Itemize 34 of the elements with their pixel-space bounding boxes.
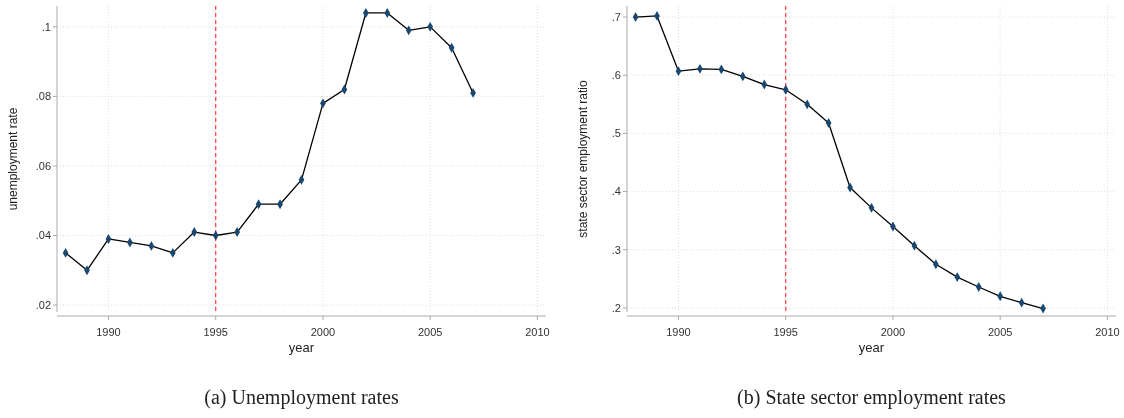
- point: [975, 282, 982, 292]
- x-axis-title: year: [858, 340, 885, 355]
- y-tick-label: .02: [35, 298, 51, 311]
- y-tick-label: .04: [35, 229, 51, 242]
- x-tick-label: 1990: [666, 325, 691, 338]
- y-tick-label: .4: [611, 185, 621, 198]
- point: [825, 118, 832, 128]
- x-tick-label: 1990: [96, 325, 121, 338]
- y-tick-label: .08: [35, 90, 51, 103]
- x-tick-label: 1995: [773, 325, 798, 338]
- point: [384, 8, 391, 18]
- y-tick-label: .3: [611, 243, 621, 256]
- x-tick-label: 2000: [310, 325, 336, 338]
- y-tick-label: .7: [611, 10, 621, 23]
- point: [632, 12, 639, 22]
- point: [148, 241, 155, 251]
- point: [105, 234, 112, 244]
- x-axis-title: year: [288, 340, 315, 355]
- x-tick-label: 2000: [880, 325, 906, 338]
- x-tick-label: 2005: [417, 325, 443, 338]
- y-axis-title: unemployment rate: [6, 107, 20, 211]
- y-tick-label: .2: [611, 301, 621, 314]
- point: [191, 227, 198, 237]
- y-tick-label: .5: [611, 127, 621, 140]
- y-tick-label: .6: [611, 69, 621, 82]
- x-tick-label: 2005: [987, 325, 1013, 338]
- y-tick-label: .06: [35, 159, 51, 172]
- y-tick-label: .1: [41, 20, 51, 33]
- text: (a) Unemployment rates: [204, 386, 399, 409]
- x-tick-label: 2010: [525, 325, 550, 338]
- x-tick-label: 1995: [203, 325, 228, 338]
- y-axis-title: state sector employment ratio: [576, 79, 590, 238]
- text: (b) State sector employment rates: [737, 386, 1007, 409]
- x-tick-label: 2010: [1095, 325, 1120, 338]
